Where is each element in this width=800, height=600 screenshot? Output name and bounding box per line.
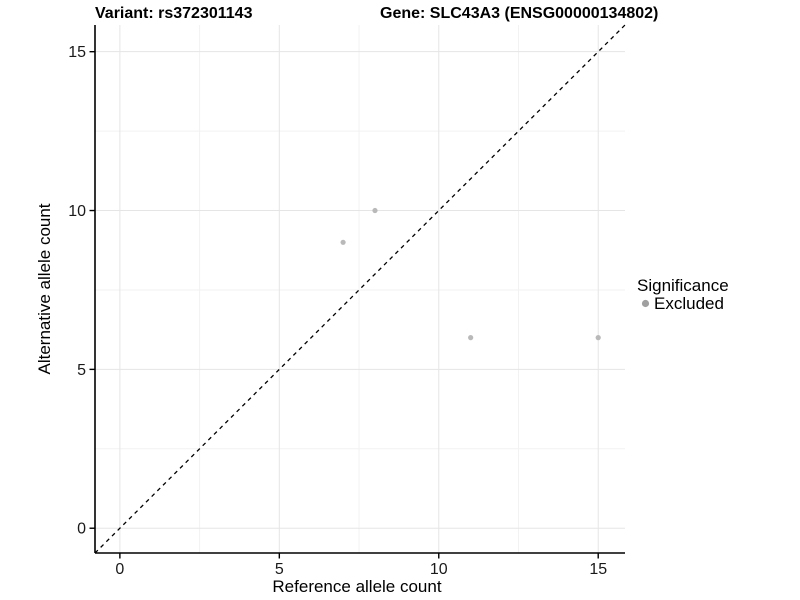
identity-line — [94, 24, 626, 554]
y-axis-title: Alternative allele count — [35, 203, 54, 374]
y-tick-label: 15 — [68, 44, 86, 61]
x-tick-label: 0 — [115, 561, 124, 578]
data-point — [340, 239, 346, 245]
x-tick-label: 10 — [430, 561, 448, 578]
x-axis-title: Reference allele count — [272, 577, 441, 596]
data-points-layer — [340, 207, 601, 341]
legend-title: Significance — [637, 276, 729, 295]
legend-key-dot — [641, 299, 650, 308]
gridlines-layer — [95, 25, 625, 553]
identity-line-layer — [94, 24, 626, 554]
data-point — [468, 335, 474, 341]
legend: Significance Excluded — [637, 276, 729, 313]
data-point — [372, 207, 378, 214]
y-tick-label: 5 — [77, 362, 86, 379]
legend-item-label: Excluded — [654, 294, 724, 313]
y-tick-label: 10 — [68, 203, 86, 220]
x-tick-label: 15 — [589, 561, 607, 578]
axes-layer: 0 5 10 15 0 5 10 15 — [68, 25, 625, 578]
variant-title: Variant: rs372301143 — [95, 5, 253, 22]
y-tick-label: 0 — [77, 521, 86, 538]
x-tick-label: 5 — [275, 561, 284, 578]
data-point — [595, 335, 601, 341]
gene-title: Gene: SLC43A3 (ENSG00000134802) — [380, 5, 658, 22]
